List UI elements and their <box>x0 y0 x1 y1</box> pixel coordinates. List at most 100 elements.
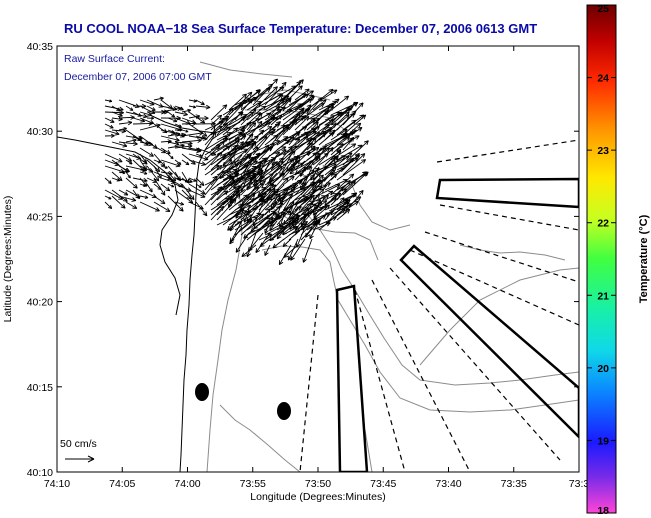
current-vector-head <box>336 155 339 161</box>
current-vector <box>246 105 266 121</box>
current-vector <box>160 123 182 131</box>
current-vector-head <box>233 127 238 130</box>
current-vector <box>174 159 182 165</box>
current-vector <box>228 194 248 211</box>
current-vector <box>313 208 320 219</box>
current-vector <box>104 117 115 123</box>
current-vector <box>204 117 228 141</box>
current-vector-head <box>260 113 263 118</box>
current-vector-head <box>253 224 256 229</box>
current-vector-head <box>299 107 305 110</box>
current-vector <box>270 214 278 227</box>
current-vector-head <box>322 200 327 202</box>
current-vector-head <box>331 172 334 177</box>
current-vector-head <box>289 217 294 220</box>
current-vector <box>222 116 246 136</box>
current-vector-head <box>222 104 227 107</box>
current-vector-head <box>310 177 315 181</box>
current-vector <box>188 115 200 119</box>
current-vector <box>222 135 247 151</box>
current-vector <box>240 172 250 193</box>
current-vector-head <box>229 201 235 204</box>
current-vector-head <box>151 117 154 120</box>
current-vector-head <box>286 97 292 100</box>
current-vector-head <box>261 129 265 135</box>
current-vector-head <box>301 115 307 117</box>
current-vector-head <box>233 179 236 185</box>
current-vector-head <box>330 190 334 196</box>
current-vector-head <box>219 205 224 209</box>
current-vector <box>330 102 359 116</box>
current-vector-head <box>361 190 364 195</box>
current-vector-head <box>149 168 154 173</box>
current-vector-head <box>305 221 308 226</box>
current-vector-head <box>279 261 284 265</box>
current-vector-head <box>303 183 307 188</box>
current-vector-head <box>366 171 369 177</box>
current-vector-head <box>286 177 289 183</box>
current-vector-head <box>257 112 263 116</box>
current-vector <box>188 159 206 166</box>
current-vector-head <box>333 216 337 221</box>
current-vector-head <box>119 110 124 114</box>
current-date: December 07, 2006 07:00 GMT <box>64 71 212 83</box>
current-vector-head <box>180 204 184 206</box>
current-vector-head <box>362 171 367 174</box>
current-vector-head <box>338 143 344 146</box>
current-vector-head <box>175 137 180 141</box>
current-vector <box>226 154 243 174</box>
current-vector <box>288 104 312 131</box>
current-vector-head <box>190 198 194 204</box>
current-vector-head <box>300 225 305 228</box>
current-vector-head <box>128 157 133 162</box>
current-vector <box>330 128 348 141</box>
current-vector-head <box>351 157 355 163</box>
current-vector-head <box>339 197 345 200</box>
current-vector-head <box>164 111 169 115</box>
current-vector-head <box>344 132 348 138</box>
current-vector-head <box>123 203 126 209</box>
current-vector <box>324 152 353 176</box>
current-vector-head <box>204 156 209 160</box>
current-vector-head <box>348 180 351 185</box>
current-vector-head <box>170 132 176 135</box>
current-vector <box>181 139 202 143</box>
current-vector-head <box>316 168 320 173</box>
current-vector <box>336 180 351 196</box>
current-vector-head <box>251 141 257 145</box>
current-vector-head <box>174 118 178 122</box>
current-vector <box>228 93 247 111</box>
current-vector <box>258 123 280 141</box>
current-vector-head <box>279 223 284 228</box>
current-vector-head <box>160 202 166 205</box>
current-vector-head <box>225 122 228 128</box>
current-vector-head <box>241 209 245 214</box>
current-vector <box>139 111 152 116</box>
current-vector-head <box>282 173 286 178</box>
current-vector <box>139 147 154 157</box>
current-vector-head <box>269 143 275 145</box>
current-vector-head <box>239 141 244 144</box>
current-vector-head <box>273 78 278 81</box>
current-vector-head <box>261 183 264 189</box>
current-vector <box>288 131 300 146</box>
current-vector-head <box>336 149 341 152</box>
current-vector <box>188 147 202 152</box>
current-vector <box>258 86 278 106</box>
current-vector-head <box>241 141 244 147</box>
current-vector-head <box>278 199 283 202</box>
x-tick-label: 73:35 <box>501 478 527 490</box>
current-vector-head <box>272 115 276 120</box>
current-vector <box>303 208 313 217</box>
current-vector <box>153 195 166 205</box>
current-vector-head <box>266 188 272 191</box>
current-vector <box>229 226 243 245</box>
current-vector <box>132 177 148 182</box>
current-vector-head <box>149 104 155 106</box>
current-vector <box>210 179 236 206</box>
current-vector-head <box>243 217 245 223</box>
current-vector <box>258 193 278 216</box>
current-vector-head <box>311 96 315 101</box>
current-vector-head <box>330 129 336 132</box>
current-vector <box>306 124 330 141</box>
